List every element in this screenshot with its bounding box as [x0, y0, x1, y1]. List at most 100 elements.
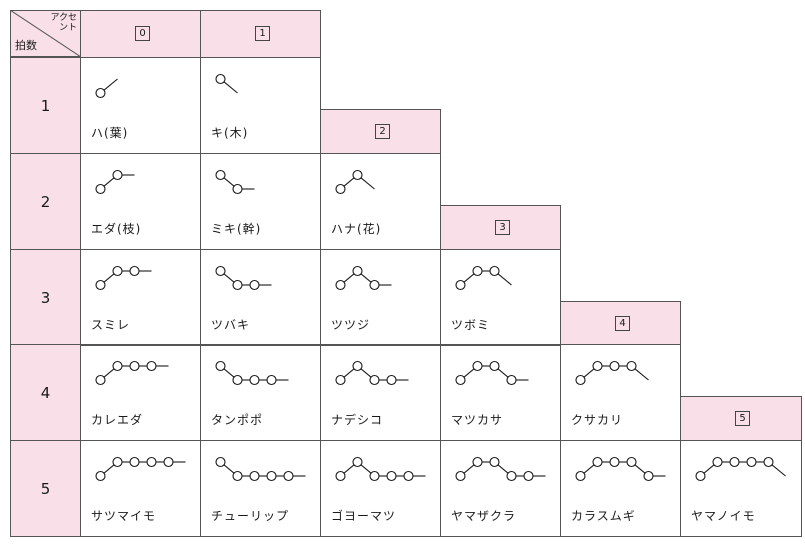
- pitch-pattern: [215, 265, 272, 291]
- mora-count-1: 1: [10, 57, 81, 154]
- pitch-connector: [463, 368, 475, 378]
- pitch-connector: [343, 273, 355, 283]
- mora-circle: [695, 470, 706, 482]
- mora-circle: [95, 87, 106, 99]
- mora-count-5: 5: [10, 440, 81, 537]
- word-cell: サツマイモ: [80, 440, 201, 537]
- mora-circle: [335, 183, 346, 195]
- mora-circle: [455, 374, 466, 386]
- mora-circle: [523, 470, 534, 482]
- word-cell: カラスムギ: [560, 440, 681, 537]
- mora-circle: [335, 374, 346, 386]
- word-cell: ゴヨーマツ: [320, 440, 441, 537]
- mora-circle: [369, 374, 380, 386]
- pitch-connector: [223, 368, 235, 378]
- accent-number: 4: [615, 316, 630, 331]
- mora-circle: [249, 279, 260, 291]
- pitch-connector: [223, 177, 235, 187]
- mora-circle: [592, 456, 603, 468]
- word-cell: クサカリ: [560, 344, 681, 441]
- pitch-connector: [360, 273, 372, 283]
- pitch-connector: [634, 368, 649, 381]
- word-cell: ツボミ: [440, 249, 561, 346]
- pitch-connector: [103, 273, 115, 283]
- mora-circle: [215, 360, 226, 372]
- mora-circle: [592, 360, 603, 372]
- mora-circle: [163, 456, 174, 468]
- mora-circle: [369, 279, 380, 291]
- word-label: ゴヨーマツ: [331, 509, 397, 523]
- mora-circle: [746, 456, 757, 468]
- word-label: ナデシコ: [331, 413, 384, 427]
- pitch-connector: [223, 81, 238, 94]
- mora-circle: [472, 265, 483, 277]
- mora-circle: [129, 456, 140, 468]
- mora-circle: [763, 456, 774, 468]
- mora-circle: [232, 374, 243, 386]
- mora-circle: [369, 470, 380, 482]
- mora-circle: [146, 360, 157, 372]
- mora-circle: [232, 279, 243, 291]
- corner-accent-label: アクセ ント: [50, 13, 77, 33]
- accent-number: 1: [255, 26, 270, 41]
- corner-mora-label: 拍数: [15, 39, 37, 52]
- corner-cell: アクセ ント 拍数: [10, 10, 81, 57]
- mora-circle: [489, 456, 500, 468]
- word-label: サツマイモ: [91, 509, 157, 523]
- mora-circle: [472, 360, 483, 372]
- word-label: エダ(枝): [91, 222, 142, 236]
- word-cell: チューリップ: [200, 440, 321, 537]
- mora-circle: [626, 456, 637, 468]
- pitch-pattern: [335, 456, 426, 482]
- pitch-pattern: [575, 456, 666, 482]
- pitch-connector: [497, 368, 509, 378]
- word-cell: ツツジ: [320, 249, 441, 346]
- accent-header-0: 0: [80, 10, 201, 58]
- word-cell: エダ(枝): [80, 153, 201, 250]
- mora-circle: [506, 470, 517, 482]
- mora-count-4: 4: [10, 344, 81, 441]
- pitch-pattern: [695, 456, 786, 482]
- pitch-pattern: [335, 265, 392, 291]
- word-label: ミキ(幹): [211, 222, 262, 236]
- mora-circle: [352, 456, 363, 468]
- mora-circle: [112, 265, 123, 277]
- accent-number: 5: [735, 411, 750, 426]
- mora-count-3: 3: [10, 249, 81, 346]
- mora-circle: [95, 279, 106, 291]
- mora-circle: [386, 374, 397, 386]
- word-label: スミレ: [91, 318, 131, 332]
- accent-header-3: 3: [440, 205, 561, 250]
- word-cell: マツカサ: [440, 344, 561, 441]
- mora-circle: [112, 360, 123, 372]
- pitch-pattern: [455, 265, 512, 291]
- word-cell: ヤマノイモ: [680, 440, 802, 537]
- pitch-connector: [360, 464, 372, 474]
- mora-circle: [352, 169, 363, 181]
- mora-circle: [489, 360, 500, 372]
- accent-header-4: 4: [560, 301, 681, 345]
- accent-header-1: 1: [200, 10, 321, 58]
- word-cell: ヤマザクラ: [440, 440, 561, 537]
- mora-circle: [283, 470, 294, 482]
- pitch-pattern: [215, 73, 238, 94]
- mora-circle: [575, 374, 586, 386]
- accent-number: 2: [375, 124, 390, 139]
- word-cell: カレエダ: [80, 344, 201, 441]
- pitch-connector: [360, 177, 375, 190]
- mora-circle: [232, 470, 243, 482]
- mora-circle: [129, 265, 140, 277]
- mora-circle: [215, 169, 226, 181]
- mora-circle: [626, 360, 637, 372]
- pitch-connector: [223, 464, 235, 474]
- mora-circle: [335, 470, 346, 482]
- mora-circle: [95, 374, 106, 386]
- mora-count-2: 2: [10, 153, 81, 250]
- mora-circle: [95, 183, 106, 195]
- word-label: ヤマザクラ: [451, 509, 517, 523]
- mora-circle: [249, 470, 260, 482]
- mora-circle: [455, 470, 466, 482]
- word-cell: ミキ(幹): [200, 153, 321, 250]
- mora-circle: [643, 470, 654, 482]
- mora-circle: [403, 470, 414, 482]
